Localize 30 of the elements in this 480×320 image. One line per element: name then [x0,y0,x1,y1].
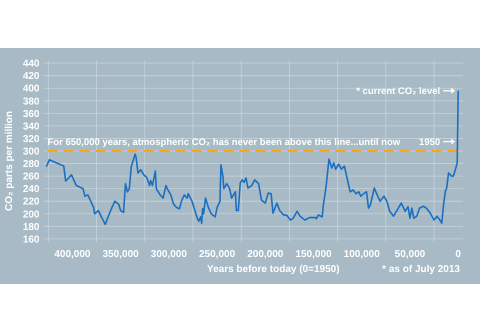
annotation: * current CO₂ level [356,86,440,98]
y-tick-label: 260 [22,172,40,183]
y-tick-label: 420 [22,71,40,82]
y-tick-label: 220 [22,196,40,208]
y-tick-label: 400 [22,84,40,95]
y-tick-label: 440 [22,58,40,70]
x-axis-title: Years before today (0=1950) [206,264,340,275]
x-tick-label: 250,000 [199,249,236,260]
annotation: 1950 [419,136,440,148]
x-tick-label: 200,000 [247,249,284,260]
y-tick-label: 380 [22,96,40,108]
y-tick-label: 160 [22,234,40,246]
x-tick-label: 400,000 [54,249,91,260]
y-tick-label: 320 [22,134,40,145]
y-tick-label: 280 [22,159,40,170]
ref-line-label: For 650,000 years, atmospheric CO₂ has never been above this line...until now [48,137,401,148]
x-tick-label: 50,000 [394,249,426,260]
x-tick-label: 150,000 [295,249,332,260]
y-tick-label: 240 [22,184,40,196]
y-tick-label: 180 [22,222,40,233]
y-tick-label: 360 [22,108,40,120]
y-tick-label: 300 [22,146,40,158]
y-axis-title: CO₂ parts per million [4,110,15,212]
x-tick-label: 300,000 [150,249,188,260]
x-tick-label: 350,000 [102,249,140,260]
y-tick-label: 340 [22,121,40,132]
x-tick-label: 100,000 [344,249,380,260]
x-tick-label: 0 [455,249,462,260]
text: * as of July 2013 [382,264,460,275]
y-tick-label: 200 [22,209,40,220]
